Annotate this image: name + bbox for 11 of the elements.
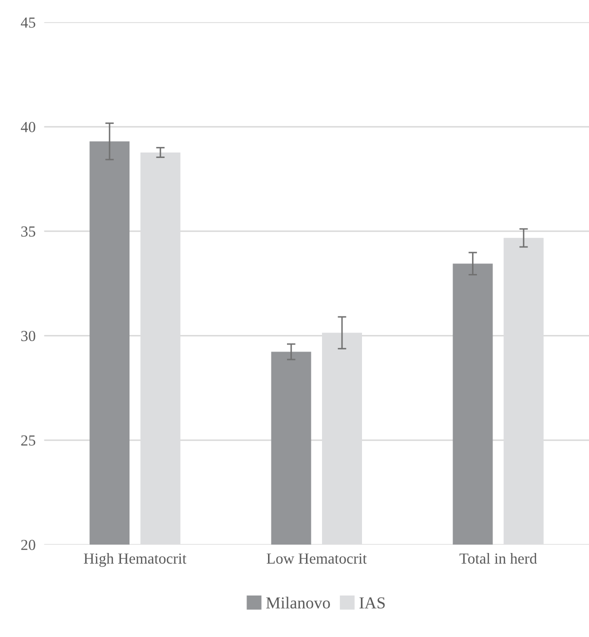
x-tick-label: Low Hematocrit xyxy=(266,553,367,564)
x-tick-label: Total in herd xyxy=(460,552,537,564)
y-tick-label: 45 xyxy=(20,18,36,28)
y-tick-label: 30 xyxy=(21,330,36,342)
y-tick-label: 25 xyxy=(21,435,36,446)
y-tick-label: 35 xyxy=(21,226,36,237)
y-tick-label: 20 xyxy=(21,540,36,550)
legend-label: Milanovo xyxy=(266,596,330,609)
x-tick-label: High Hematocrit xyxy=(84,552,186,567)
y-tick-label: 40 xyxy=(20,122,36,132)
legend-label: IAS xyxy=(360,597,385,609)
